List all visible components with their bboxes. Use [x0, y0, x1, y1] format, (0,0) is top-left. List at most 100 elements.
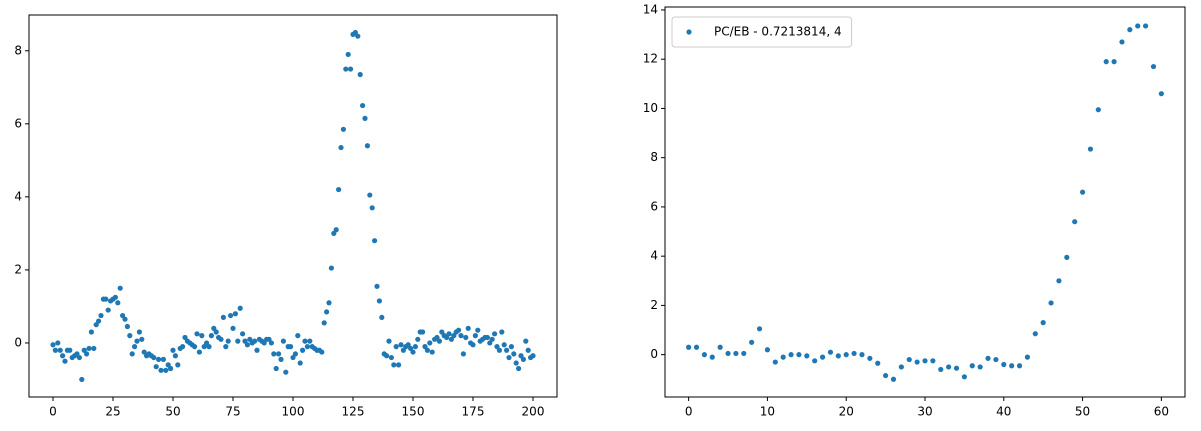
point: [288, 344, 294, 350]
point: [355, 33, 361, 39]
point: [307, 338, 313, 344]
x-tick-label: 200: [522, 405, 545, 419]
point: [1040, 320, 1046, 326]
point: [163, 367, 169, 373]
point: [977, 364, 983, 370]
point: [57, 347, 63, 353]
point: [302, 338, 308, 344]
point: [851, 350, 857, 357]
point: [88, 329, 94, 335]
point: [796, 352, 802, 358]
point: [516, 365, 522, 372]
point: [859, 352, 865, 358]
point: [1072, 219, 1078, 225]
legend-marker: [686, 29, 692, 35]
point: [168, 365, 174, 372]
x-tick-label: 0: [49, 405, 57, 419]
point: [733, 350, 739, 357]
point: [180, 344, 186, 350]
point: [424, 347, 430, 353]
point: [701, 352, 707, 358]
y-tick-label: 6: [650, 199, 658, 213]
point: [297, 360, 303, 366]
point: [98, 312, 104, 319]
axes: 0 25 50 75 100 125 150 175 200 0 2 4 6 8: [14, 14, 558, 419]
x-tick-label: 20: [839, 405, 854, 419]
point: [465, 325, 471, 331]
point: [280, 338, 286, 344]
y-tick-label: 0: [14, 335, 22, 349]
legend: PC/EB - 0.7213814, 4: [671, 16, 853, 48]
point: [835, 353, 841, 359]
point: [324, 309, 330, 315]
point: [508, 344, 514, 350]
point: [875, 360, 881, 366]
point: [492, 331, 498, 337]
point: [1079, 189, 1086, 195]
point: [436, 338, 442, 344]
point: [235, 338, 241, 344]
point: [62, 358, 68, 364]
point: [379, 314, 385, 320]
point: [237, 305, 243, 311]
point: [890, 376, 897, 382]
point: [969, 363, 975, 369]
point: [319, 349, 325, 355]
point: [228, 312, 234, 319]
point: [1095, 107, 1101, 113]
point: [271, 351, 277, 357]
point: [819, 354, 826, 360]
point: [511, 351, 517, 357]
point: [930, 358, 936, 364]
point: [1158, 91, 1164, 97]
point: [749, 339, 755, 345]
point: [374, 283, 380, 289]
y-tick-label: 0: [650, 347, 658, 361]
point: [398, 342, 404, 348]
point: [415, 336, 421, 342]
point: [84, 351, 90, 357]
point: [709, 354, 715, 360]
point: [1064, 254, 1070, 260]
point: [530, 353, 536, 359]
point: [1103, 59, 1109, 65]
point: [463, 334, 469, 341]
point: [232, 311, 238, 317]
point: [76, 354, 82, 361]
legend-box: [671, 16, 853, 48]
point: [362, 115, 368, 121]
point: [369, 205, 375, 211]
point: [91, 345, 97, 352]
point: [388, 354, 394, 361]
point: [412, 344, 418, 350]
x-tick-label: 125: [342, 405, 365, 419]
point: [475, 327, 481, 333]
point: [1009, 363, 1015, 369]
point: [340, 126, 346, 132]
y-tick-label: 12: [643, 52, 658, 66]
point: [1135, 23, 1141, 29]
point: [1056, 278, 1062, 284]
point: [112, 294, 118, 300]
point: [506, 354, 512, 361]
point: [208, 333, 214, 339]
point: [252, 338, 258, 344]
point: [156, 356, 162, 362]
point: [230, 325, 236, 331]
point: [124, 323, 130, 330]
point: [338, 144, 344, 151]
point: [883, 372, 889, 379]
point: [321, 320, 327, 326]
point: [225, 338, 231, 344]
point: [328, 265, 334, 271]
point: [86, 345, 92, 352]
x-tick-label: 25: [105, 405, 120, 419]
point: [496, 347, 502, 353]
point: [134, 338, 140, 344]
point: [67, 347, 73, 353]
point: [456, 327, 462, 333]
point: [139, 336, 145, 342]
x-tick-label: 100: [282, 405, 305, 419]
x-tick-label: 75: [225, 405, 240, 419]
